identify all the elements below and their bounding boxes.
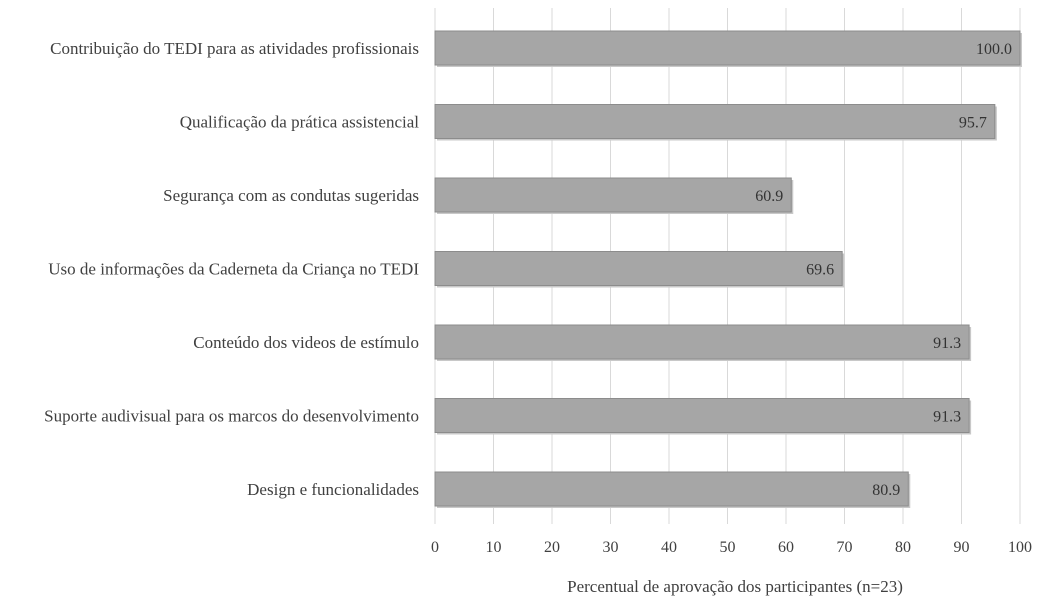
category-labels: Contribuição do TEDI para as atividades … [44, 39, 419, 499]
category-label: Design e funcionalidades [247, 480, 419, 499]
x-tick-label: 90 [954, 539, 970, 556]
x-axis-ticks: 0 10 20 30 40 50 60 70 80 90 100 [431, 539, 1032, 556]
x-tick-label: 40 [661, 539, 677, 556]
x-tick-label: 80 [895, 539, 911, 556]
category-label: Uso de informações da Caderneta da Crian… [48, 260, 419, 279]
x-tick-label: 10 [486, 539, 502, 556]
bar-value-label: 60.9 [755, 188, 783, 205]
bar [434, 398, 970, 433]
bar-value-label: 91.3 [933, 335, 961, 352]
x-tick-label: 50 [720, 539, 736, 556]
bar [434, 30, 1021, 66]
x-tick-label: 60 [778, 539, 794, 556]
x-tick-label: 70 [837, 539, 853, 556]
x-axis-title: Percentual de aprovação dos participante… [567, 577, 903, 596]
category-label: Segurança com as condutas sugeridas [163, 186, 419, 205]
bar-value-label: 91.3 [933, 409, 961, 426]
bar [434, 324, 970, 360]
bar-value-label: 80.9 [872, 482, 900, 499]
category-label: Suporte audivisual para os marcos do des… [44, 407, 419, 426]
bar-value-label: 69.6 [806, 262, 834, 279]
bar-value-label: 100.0 [976, 41, 1012, 58]
x-tick-label: 20 [544, 539, 560, 556]
category-label: Conteúdo dos videos de estímulo [193, 333, 419, 352]
bar [434, 251, 843, 286]
x-tick-label: 30 [603, 539, 619, 556]
bar [434, 471, 909, 507]
bar [434, 104, 996, 139]
category-label: Contribuição do TEDI para as atividades … [50, 39, 419, 58]
bars: 100.0 95.7 60.9 69.6 91.3 91.3 80.9 [434, 30, 1022, 508]
bar-value-label: 95.7 [959, 115, 987, 132]
x-tick-label: 100 [1008, 539, 1032, 556]
category-label: Qualificação da prática assistencial [180, 113, 420, 132]
bar [434, 177, 792, 213]
x-tick-label: 0 [431, 539, 439, 556]
